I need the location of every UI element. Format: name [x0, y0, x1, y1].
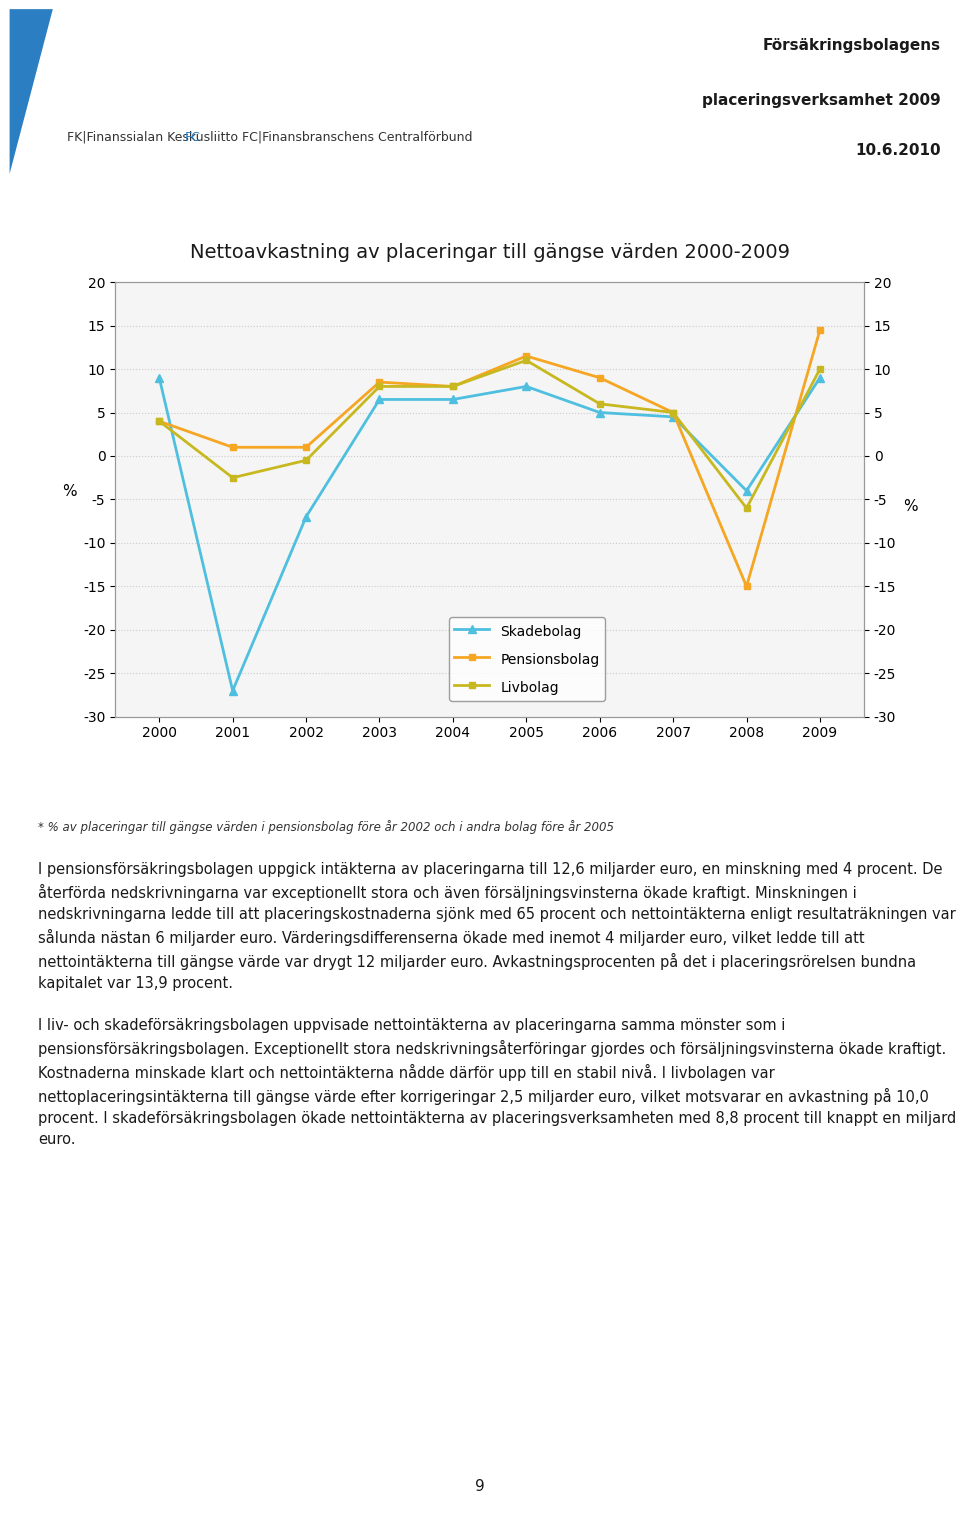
Y-axis label: %: %: [61, 485, 77, 500]
Text: placeringsverksamhet 2009: placeringsverksamhet 2009: [702, 93, 941, 108]
Text: I pensionsförsäkringsbolagen uppgick intäkterna av placeringarna till 12,6 milja: I pensionsförsäkringsbolagen uppgick int…: [38, 862, 957, 1147]
Text: 10.6.2010: 10.6.2010: [855, 142, 941, 157]
Text: Nettoavkastning av placeringar till gängse värden 2000-2009: Nettoavkastning av placeringar till gäng…: [190, 242, 789, 262]
Y-axis label: %: %: [902, 500, 918, 514]
Text: * % av placeringar till gängse värden i pensionsbolag före år 2002 och i andra b: * % av placeringar till gängse värden i …: [38, 820, 614, 834]
Text: Försäkringsbolagens: Försäkringsbolagens: [762, 38, 941, 53]
Text: FK|Finanssialan Keskusliitto FC|Finansbranschens Centralförbund: FK|Finanssialan Keskusliitto FC|Finansbr…: [67, 131, 472, 143]
Legend: Skadebolag, Pensionsbolag, Livbolag: Skadebolag, Pensionsbolag, Livbolag: [449, 618, 605, 702]
Polygon shape: [10, 9, 53, 174]
Text: FC: FC: [184, 131, 201, 143]
Text: 9: 9: [475, 1479, 485, 1494]
Text: % av bundet kapital*: % av bundet kapital*: [402, 287, 577, 303]
